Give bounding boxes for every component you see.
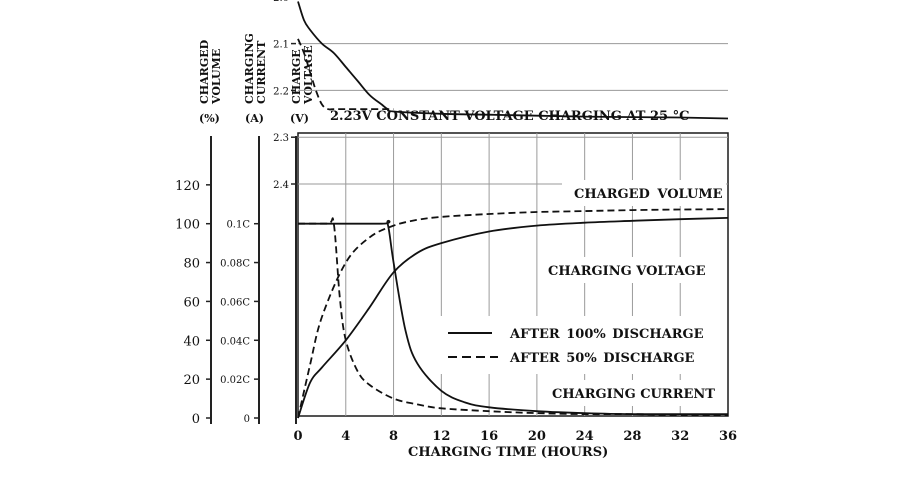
x-tick-label: 0 — [293, 429, 302, 444]
x-tick-label: 8 — [389, 429, 398, 444]
voltage-tick-label: 2.0 — [273, 0, 289, 4]
voltage-axis-unit: (V) — [290, 112, 309, 125]
x-tick-label: 24 — [576, 429, 594, 444]
current-axis-title-line1: CHARGING — [243, 33, 256, 104]
volume-label-box — [562, 180, 726, 206]
series-line-volume-solid — [297, 217, 729, 419]
current-tick-label: 0.1C — [226, 220, 250, 231]
volume-tick-label: 120 — [175, 179, 200, 194]
series-lines — [297, 1, 729, 419]
volume-axis-unit: (%) — [199, 112, 220, 125]
current-label-box — [546, 380, 726, 406]
x-tick-label: 16 — [480, 429, 498, 444]
x-axis-title: CHARGING TIME (HOURS) — [408, 445, 608, 460]
volume-tick-label: 0 — [192, 412, 200, 427]
voltage-tick-label: 2.3 — [273, 133, 289, 144]
x-tick-label: 4 — [341, 429, 350, 444]
x-tick-label: 12 — [432, 429, 450, 444]
x-tick-label: 28 — [623, 429, 641, 444]
volume-axis-title-line1: CHARGED — [198, 39, 211, 104]
current-tick-label: 0.08C — [220, 259, 250, 270]
series-line-voltage-solid — [297, 1, 729, 120]
x-tick-label: 20 — [528, 429, 546, 444]
series-line-current-dashed — [297, 217, 729, 417]
volume-tick-label: 80 — [183, 257, 200, 272]
x-tick-label: 32 — [671, 429, 689, 444]
volume-tick-label: 20 — [183, 373, 200, 388]
legend-label-50: AFTER 50% DISCHARGE — [509, 351, 695, 366]
current-tick-label: 0.04C — [220, 336, 250, 347]
voltage-tick-label: 2.4 — [273, 180, 289, 191]
current-axis-unit: (A) — [245, 112, 264, 125]
volume-axis-title-line2: VOLUME — [210, 49, 223, 105]
current-tick-label: 0.02C — [220, 375, 250, 386]
voltage-label-box — [538, 257, 726, 283]
voltage-tick-label: 2.1 — [273, 40, 289, 51]
current-tick-label: 0.06C — [220, 297, 250, 308]
series-line-current-solid — [297, 219, 728, 416]
curve-label-voltage: CHARGING VOLTAGE — [548, 264, 706, 279]
volume-tick-label: 100 — [175, 218, 200, 233]
legend-box — [438, 316, 726, 374]
series-line-voltage-dashed — [297, 38, 394, 111]
axis-ticks: 02040608010012000.02C0.04C0.06C0.08C0.1C… — [175, 0, 737, 444]
voltage-tick-label: 2.2 — [273, 86, 289, 97]
current-tick-label: 0 — [244, 414, 250, 425]
legend-label-100: AFTER 100% DISCHARGE — [509, 327, 704, 342]
volume-tick-label: 40 — [183, 334, 200, 349]
curve-label-current: CHARGING CURRENT — [552, 387, 715, 402]
x-tick-label: 36 — [719, 429, 737, 444]
current-axis-title-line2: CURRENT — [255, 40, 268, 104]
curve-label-volume: CHARGED VOLUME — [574, 187, 723, 202]
volume-tick-label: 60 — [183, 295, 200, 310]
